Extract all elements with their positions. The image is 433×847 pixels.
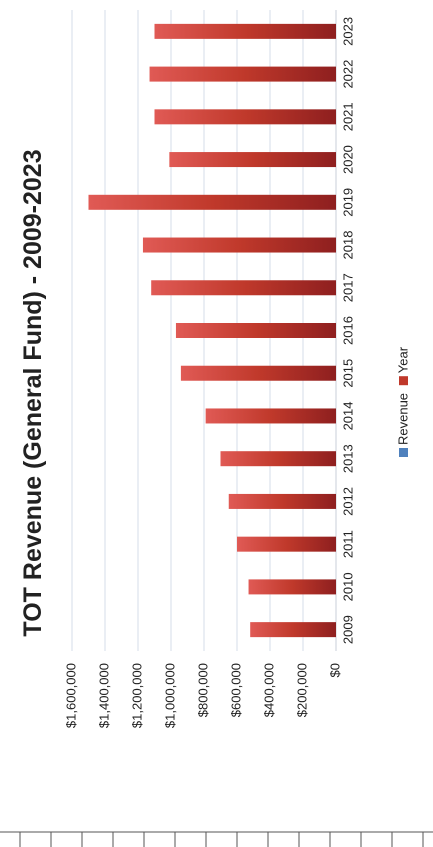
chart-title: TOT Revenue (General Fund) - 2009-2023 bbox=[19, 149, 47, 636]
value-tick-label: $200,000 bbox=[294, 663, 309, 717]
bar-2018 bbox=[142, 237, 336, 253]
bar-2013 bbox=[220, 451, 336, 467]
bar-2022 bbox=[149, 66, 336, 82]
legend-swatch bbox=[399, 376, 408, 386]
legend-swatch bbox=[399, 448, 408, 457]
legend: Revenue Year bbox=[395, 346, 410, 457]
category-tick-label: 2020 bbox=[340, 145, 355, 174]
category-tick-label: 2019 bbox=[340, 188, 355, 217]
bar-2010 bbox=[248, 579, 336, 595]
bar-2015 bbox=[180, 365, 336, 381]
category-tick-label: 2022 bbox=[340, 60, 355, 89]
bar-2012 bbox=[228, 493, 336, 509]
bar-2023 bbox=[154, 23, 336, 39]
legend-label: Revenue bbox=[395, 393, 410, 445]
category-tick-label: 2023 bbox=[340, 17, 355, 46]
category-tick-label: 2011 bbox=[340, 530, 355, 558]
legend-label: Year bbox=[395, 346, 410, 373]
value-tick-label: $1,600,000 bbox=[63, 663, 78, 728]
bar-2016 bbox=[175, 323, 336, 338]
category-tick-label: 2009 bbox=[340, 615, 355, 644]
bars bbox=[88, 23, 336, 638]
bar-2021 bbox=[154, 109, 336, 125]
bar-2009 bbox=[250, 622, 336, 638]
category-tick-label: 2010 bbox=[340, 572, 355, 601]
bar-2017 bbox=[151, 280, 336, 296]
bottom-ruler bbox=[0, 831, 433, 847]
value-axis-labels: $0 $200,000 $400,000 $600,000 $800,000 $1,000… bbox=[63, 663, 342, 728]
bar-2019 bbox=[88, 194, 336, 210]
bar-2020 bbox=[169, 152, 336, 168]
category-tick-label: 2013 bbox=[340, 444, 355, 473]
bar-2014 bbox=[205, 408, 336, 424]
category-tick-label: 2012 bbox=[340, 487, 355, 516]
value-tick-label: $0 bbox=[327, 663, 342, 677]
value-tick-label: $1,000,000 bbox=[162, 663, 177, 728]
value-tick-label: $1,200,000 bbox=[129, 663, 144, 728]
category-tick-label: 2017 bbox=[340, 273, 355, 302]
category-tick-label: 2015 bbox=[340, 359, 355, 388]
value-tick-label: $600,000 bbox=[228, 663, 243, 717]
value-tick-label: $800,000 bbox=[195, 663, 210, 717]
category-tick-label: 2016 bbox=[340, 316, 355, 345]
value-tick-label: $400,000 bbox=[261, 663, 276, 717]
bar-2011 bbox=[237, 536, 336, 552]
category-tick-label: 2018 bbox=[340, 231, 355, 260]
category-tick-label: 2014 bbox=[340, 402, 355, 431]
category-labels: 2009 2010 2011 2012 2013 2014 2015 2016 2017 2018… bbox=[340, 17, 355, 644]
category-tick-label: 2021 bbox=[340, 102, 355, 131]
value-tick-label: $1,400,000 bbox=[96, 663, 111, 728]
